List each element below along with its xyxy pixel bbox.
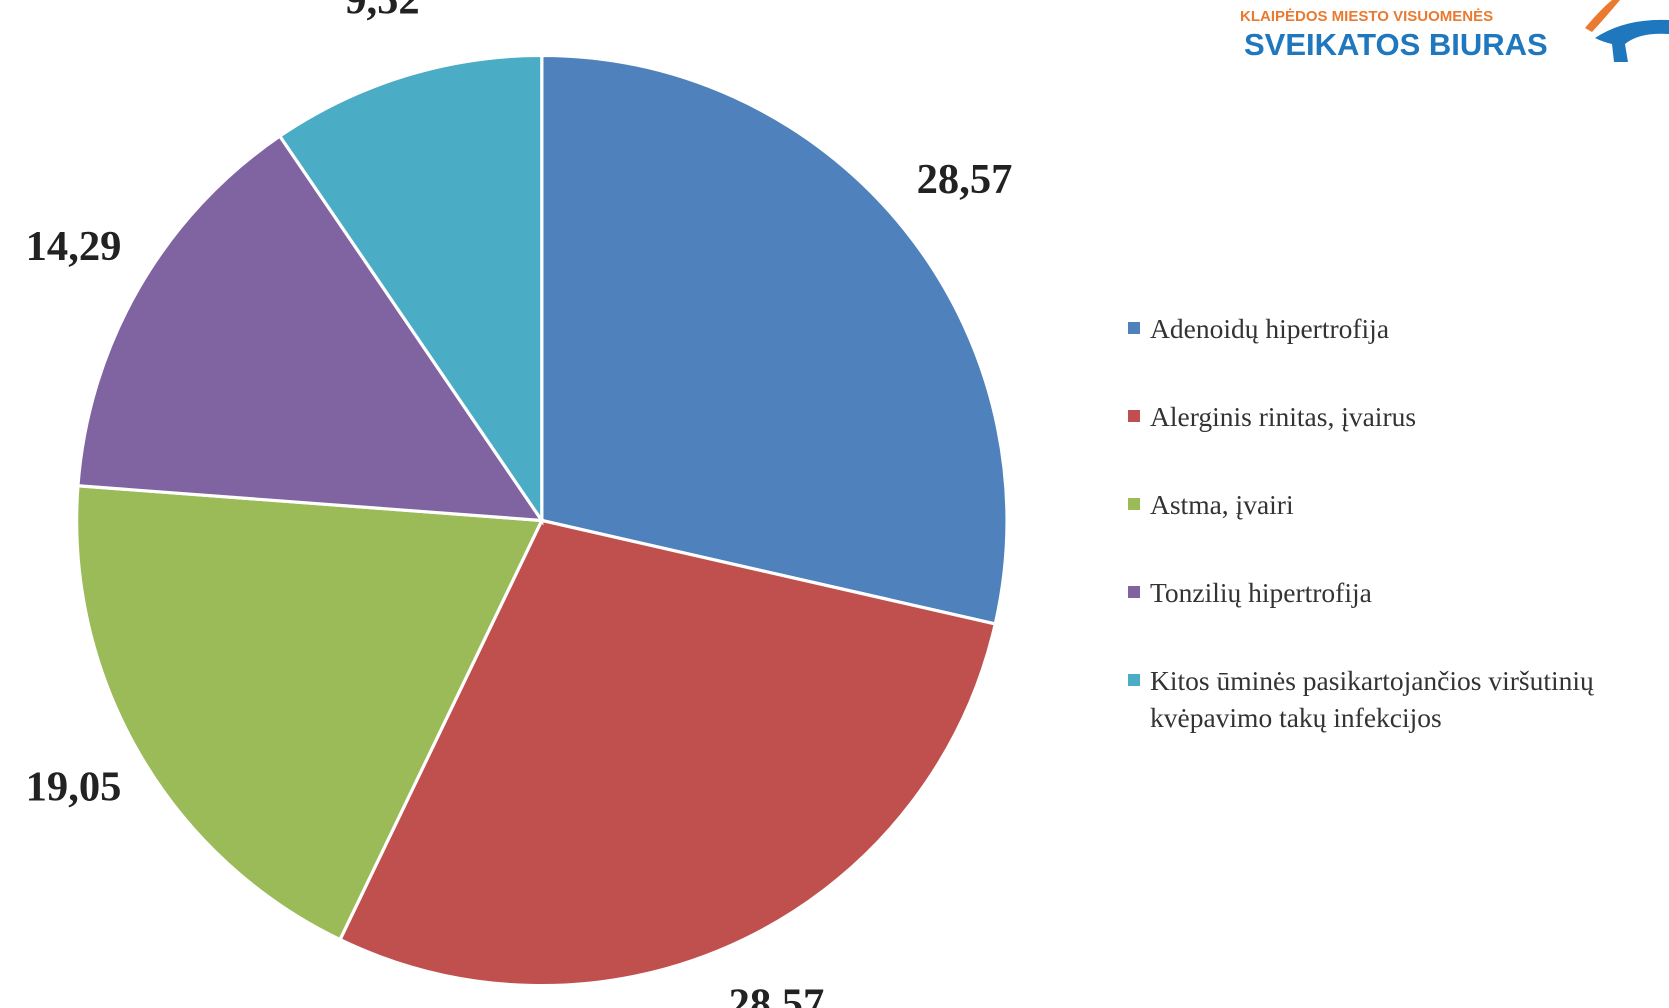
legend-item: Astma, įvairi [1128,486,1666,523]
logo: KLAIPĖDOS MIESTO VISUOMENĖS SVEIKATOS BI… [1240,0,1669,62]
logo-line2: SVEIKATOS BIURAS [1244,27,1548,62]
logo-swoosh [1585,0,1620,32]
legend-swatch [1128,322,1140,334]
data-label: 14,29 [26,223,122,270]
legend-label: Adenoidų hipertrofija [1150,313,1390,344]
legend-item: Alerginis rinitas, įvairus [1128,398,1666,435]
legend-label: Tonzilių hipertrofija [1150,577,1372,608]
data-label: 28,57 [917,156,1013,203]
data-label: 28,57 [729,980,825,1008]
pie-slice [75,484,545,942]
legend-item: Tonzilių hipertrofija [1128,574,1666,611]
legend-label: Kitos ūminės pasikartojančios viršutinių… [1150,665,1594,733]
logo-figure [1595,19,1669,62]
legend-swatch [1128,410,1140,422]
legend-swatch [1128,586,1140,598]
legend-swatch [1128,498,1140,510]
logo-line1: KLAIPĖDOS MIESTO VISUOMENĖS [1240,8,1493,25]
pie-slice [76,133,545,523]
legend-label: Astma, įvairi [1150,489,1294,520]
pie-slice [277,53,544,526]
data-label: 9,52 [345,0,419,24]
plot: 28,57 28,57 19,05 14,29 9,52 [26,0,1013,1008]
legend: Adenoidų hipertrofija Alerginis rinitas, … [1128,310,1666,787]
data-label: 19,05 [26,764,122,811]
legend-item: Kitos ūminės pasikartojančios viršutinių… [1128,662,1666,736]
legend-swatch [1128,674,1140,686]
legend-item: Adenoidų hipertrofija [1128,310,1666,347]
legend-label: Alerginis rinitas, įvairus [1150,401,1417,432]
pie-slice [337,518,998,988]
pie-slice [540,53,1009,626]
